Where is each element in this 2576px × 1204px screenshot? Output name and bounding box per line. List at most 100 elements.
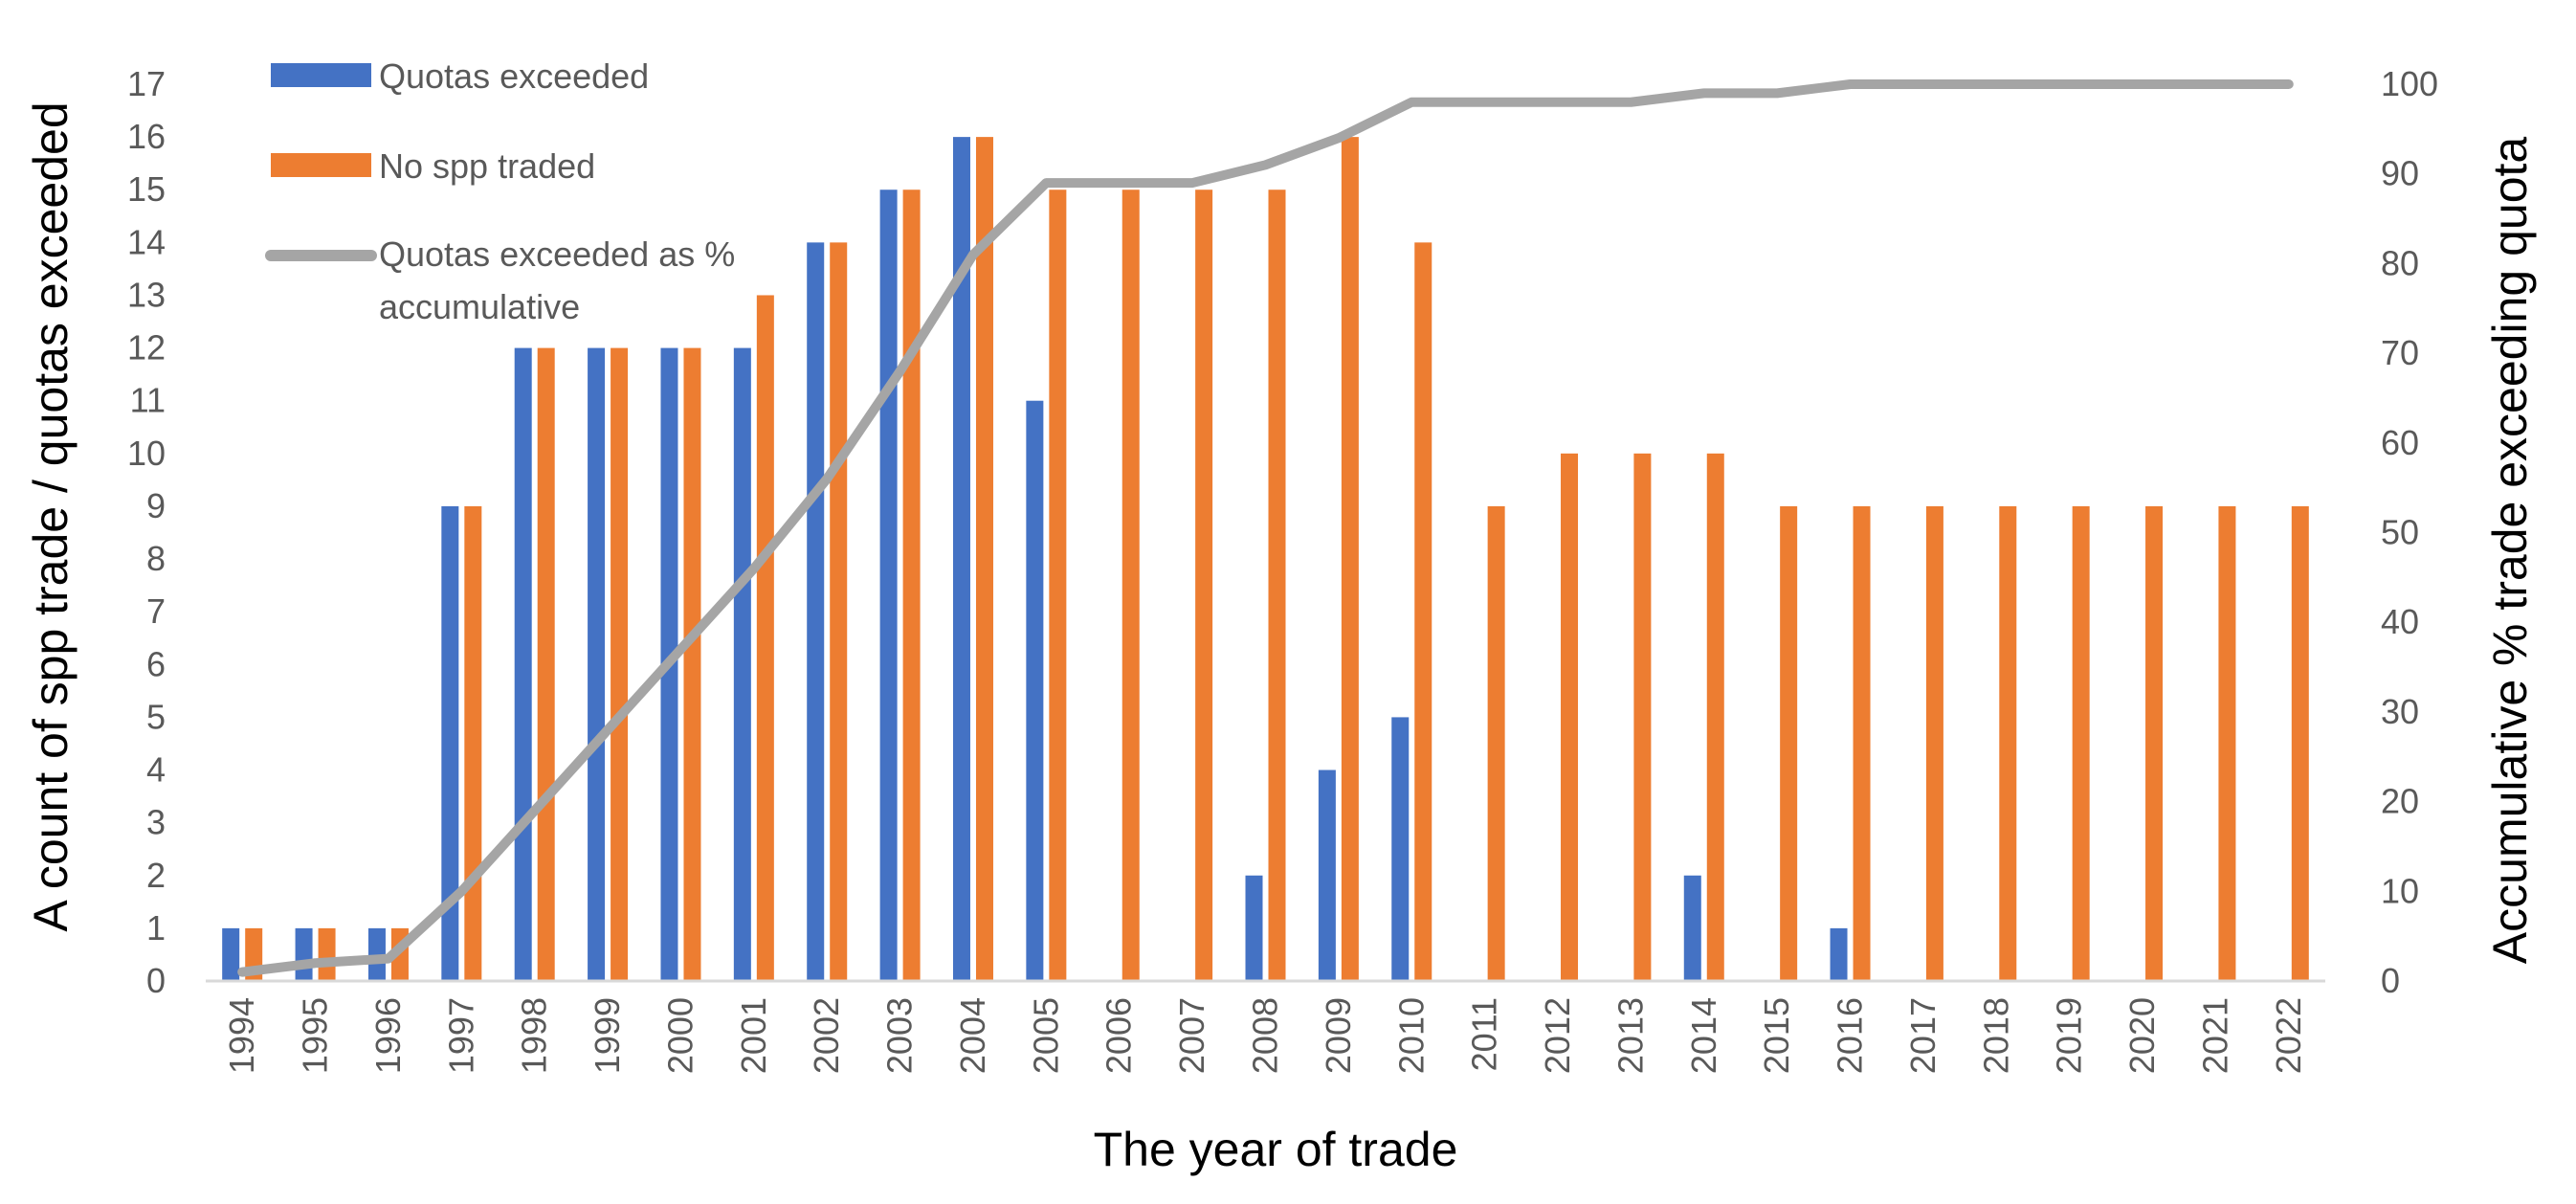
left-tick-label: 15 bbox=[127, 169, 166, 209]
legend-swatch-no-spp-traded bbox=[271, 153, 371, 177]
left-tick-label: 10 bbox=[127, 434, 166, 473]
legend: Quotas exceeded No spp traded Quotas excee… bbox=[265, 56, 735, 326]
x-tick-label: 2011 bbox=[1465, 997, 1504, 1071]
left-tick-label: 13 bbox=[127, 275, 166, 314]
left-tick-label: 0 bbox=[146, 961, 166, 1000]
bar-no-spp-traded-2017 bbox=[1925, 505, 1943, 981]
bars-layer bbox=[222, 137, 2309, 982]
bar-quotas-exceeded-2009 bbox=[1318, 769, 1336, 981]
bar-no-spp-traded-1998 bbox=[537, 347, 555, 981]
bar-quotas-exceeded-2005 bbox=[1026, 400, 1044, 981]
bar-no-spp-traded-1999 bbox=[611, 347, 629, 981]
left-tick-label: 17 bbox=[127, 64, 166, 103]
right-axis-ticks: 0 10 20 30 40 50 60 70 80 90 100 bbox=[2381, 64, 2438, 1000]
left-tick-label: 1 bbox=[146, 908, 166, 948]
bar-no-spp-traded-2015 bbox=[1780, 505, 1798, 981]
left-tick-label: 5 bbox=[146, 697, 166, 736]
left-tick-label: 11 bbox=[130, 381, 166, 420]
right-tick-label: 80 bbox=[2381, 243, 2419, 282]
right-tick-label: 50 bbox=[2381, 513, 2419, 552]
left-tick-label: 8 bbox=[146, 539, 166, 578]
left-tick-label: 7 bbox=[146, 591, 166, 631]
bar-no-spp-traded-2001 bbox=[756, 295, 774, 981]
right-tick-label: 0 bbox=[2381, 961, 2400, 1000]
bar-quotas-exceeded-1997 bbox=[441, 505, 459, 981]
x-tick-label: 2007 bbox=[1172, 997, 1211, 1074]
x-tick-label: 2017 bbox=[1903, 997, 1943, 1074]
x-tick-label: 2022 bbox=[2269, 997, 2308, 1074]
bar-quotas-exceeded-2003 bbox=[879, 190, 898, 981]
bar-quotas-exceeded-1995 bbox=[295, 927, 313, 981]
x-axis-ticks: 1994 1995 1996 1997 1998 1999 2000 2001 2002 2003… bbox=[222, 997, 2308, 1074]
bar-no-spp-traded-1995 bbox=[318, 927, 336, 981]
right-tick-label: 70 bbox=[2381, 333, 2419, 372]
x-tick-label: 2019 bbox=[2050, 997, 2089, 1074]
right-tick-label: 90 bbox=[2381, 154, 2419, 193]
legend-swatch-quotas-exceeded bbox=[271, 63, 371, 87]
left-tick-label: 2 bbox=[146, 856, 166, 895]
left-tick-label: 14 bbox=[127, 222, 166, 261]
bar-no-spp-traded-2020 bbox=[2145, 505, 2164, 981]
bar-quotas-exceeded-2010 bbox=[1391, 717, 1410, 981]
left-tick-label: 4 bbox=[146, 750, 166, 790]
right-tick-label: 10 bbox=[2381, 871, 2419, 910]
x-tick-label: 2018 bbox=[1976, 997, 2015, 1074]
x-tick-label: 2008 bbox=[1246, 997, 1285, 1074]
bar-quotas-exceeded-2014 bbox=[1683, 875, 1701, 981]
right-tick-label: 20 bbox=[2381, 782, 2419, 821]
x-tick-label: 2003 bbox=[880, 997, 920, 1074]
legend-label-quotas-exceeded: Quotas exceeded bbox=[379, 56, 649, 96]
bar-no-spp-traded-2019 bbox=[2072, 505, 2090, 981]
x-tick-label: 1998 bbox=[515, 997, 554, 1074]
bar-no-spp-traded-2022 bbox=[2291, 505, 2309, 981]
left-tick-label: 9 bbox=[146, 486, 166, 525]
left-tick-label: 6 bbox=[146, 644, 166, 683]
bar-no-spp-traded-2007 bbox=[1195, 190, 1213, 981]
x-tick-label: 2009 bbox=[1319, 997, 1358, 1074]
legend-label-no-spp-traded: No spp traded bbox=[379, 146, 595, 186]
x-axis-title: The year of trade bbox=[1094, 1123, 1458, 1176]
x-tick-label: 1994 bbox=[222, 997, 261, 1074]
x-tick-label: 2012 bbox=[1538, 997, 1577, 1074]
x-tick-label: 1999 bbox=[588, 997, 627, 1074]
y2-axis-title: Accumulative % trade exceeding quota bbox=[2483, 137, 2537, 965]
bar-no-spp-traded-2012 bbox=[1561, 453, 1579, 982]
x-tick-label: 2001 bbox=[734, 997, 773, 1074]
right-tick-label: 30 bbox=[2381, 692, 2419, 731]
left-tick-label: 3 bbox=[146, 803, 166, 842]
bar-quotas-exceeded-2004 bbox=[952, 137, 970, 981]
bar-quotas-exceeded-2016 bbox=[1830, 927, 1848, 981]
x-tick-label: 2000 bbox=[660, 997, 700, 1074]
bar-no-spp-traded-2014 bbox=[1706, 453, 1724, 982]
bar-no-spp-traded-2005 bbox=[1049, 190, 1067, 981]
bar-no-spp-traded-2011 bbox=[1487, 505, 1505, 981]
bar-no-spp-traded-2004 bbox=[975, 137, 993, 981]
left-tick-label: 16 bbox=[127, 117, 166, 156]
right-tick-label: 40 bbox=[2381, 602, 2419, 641]
bar-quotas-exceeded-1998 bbox=[514, 347, 532, 981]
x-tick-label: 2014 bbox=[1684, 997, 1723, 1074]
left-tick-label: 12 bbox=[127, 328, 166, 368]
x-tick-label: 2005 bbox=[1026, 997, 1065, 1074]
x-tick-label: 2006 bbox=[1099, 997, 1139, 1074]
bar-no-spp-traded-2013 bbox=[1633, 453, 1652, 982]
bar-no-spp-traded-2016 bbox=[1853, 505, 1871, 981]
bar-no-spp-traded-2009 bbox=[1341, 137, 1359, 981]
x-tick-label: 2004 bbox=[953, 997, 992, 1074]
line-layer bbox=[237, 79, 2294, 977]
bar-no-spp-traded-2010 bbox=[1414, 242, 1432, 982]
bar-no-spp-traded-2003 bbox=[902, 190, 921, 981]
x-tick-label: 1997 bbox=[441, 997, 480, 1074]
x-tick-label: 1995 bbox=[296, 997, 335, 1074]
bar-quotas-exceeded-2008 bbox=[1245, 875, 1263, 981]
x-tick-label: 1996 bbox=[368, 997, 408, 1074]
bar-no-spp-traded-2008 bbox=[1268, 190, 1286, 981]
x-tick-label: 2010 bbox=[1391, 997, 1431, 1074]
x-tick-label: 2002 bbox=[807, 997, 846, 1074]
bar-quotas-exceeded-2002 bbox=[807, 242, 825, 982]
x-tick-label: 2021 bbox=[2195, 997, 2234, 1074]
bar-no-spp-traded-2018 bbox=[1999, 505, 2017, 981]
